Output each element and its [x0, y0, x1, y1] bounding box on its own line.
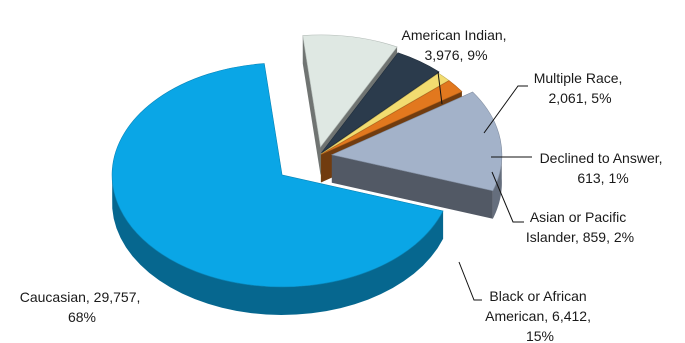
label-declined-line1: Declined to Answer,: [540, 150, 663, 166]
leader-line-multiple-race: [483, 85, 528, 134]
slice-asian: [321, 80, 463, 155]
label-asian: Asian or Pacific Islander, 859, 2%: [526, 209, 634, 245]
label-multiple-race: Multiple Race, 2,061, 5%: [534, 70, 627, 106]
label-american-indian-line1: American Indian,: [402, 27, 507, 43]
leader-lines: [437, 71, 532, 301]
label-declined-line2: 613, 1%: [577, 170, 628, 186]
label-black: Black or African American, 6,412, 15%: [485, 288, 595, 343]
label-caucasian-line2: 68%: [68, 309, 96, 325]
slice-caucasian: [111, 63, 444, 288]
label-asian-line2: Islander, 859, 2%: [526, 229, 634, 245]
pie-slices: [111, 34, 503, 315]
label-asian-line1: Asian or Pacific: [530, 209, 626, 225]
label-caucasian: Caucasian, 29,757, 68%: [20, 289, 145, 325]
label-declined: Declined to Answer, 613, 1%: [540, 150, 667, 186]
slice-american-indian: [302, 34, 398, 148]
label-american-indian-line2: 3,976, 9%: [424, 47, 487, 63]
leader-line-black: [458, 261, 482, 301]
label-multiple-race-line2: 2,061, 5%: [548, 90, 611, 106]
label-black-line3: 15%: [526, 328, 554, 343]
leader-line-asian: [491, 171, 524, 223]
label-black-line2: American, 6,412,: [485, 308, 591, 324]
slice-multiple-race: [321, 52, 440, 154]
leader-line-american-indian: [437, 71, 443, 105]
label-multiple-race-line1: Multiple Race,: [534, 70, 623, 86]
label-american-indian: American Indian, 3,976, 9%: [402, 27, 511, 63]
label-caucasian-line1: Caucasian, 29,757,: [20, 289, 141, 305]
label-black-line1: Black or African: [489, 288, 586, 304]
